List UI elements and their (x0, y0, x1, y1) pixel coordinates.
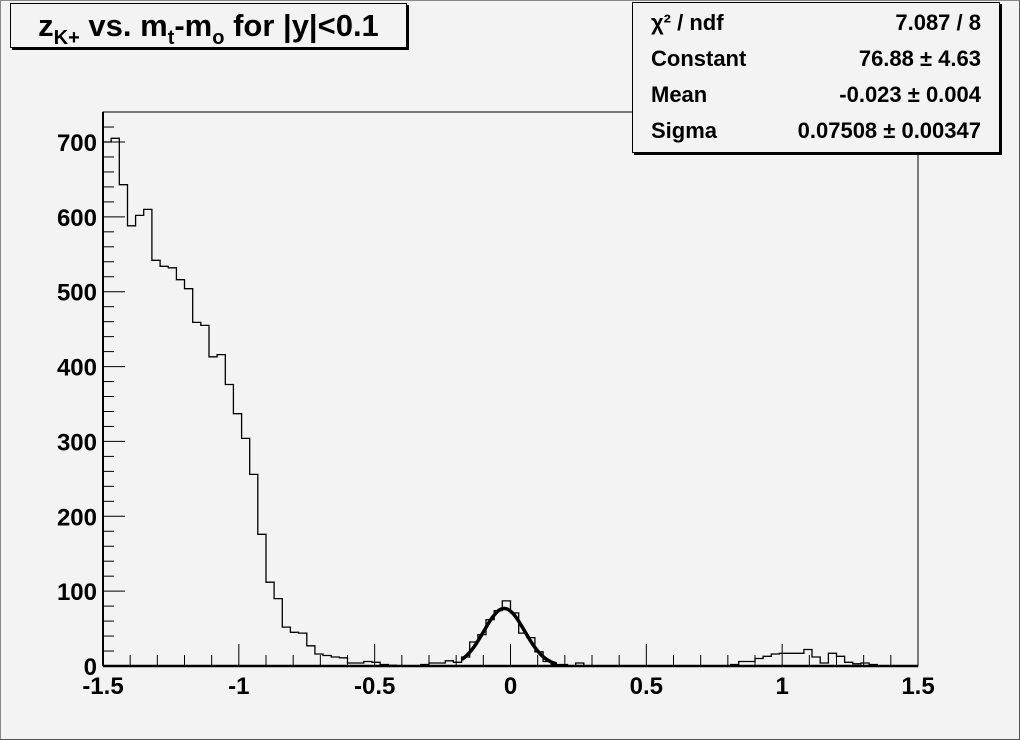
histogram-bin (274, 599, 282, 666)
histogram-bin (519, 633, 527, 666)
histogram-bin (315, 654, 323, 666)
histogram-bin (266, 582, 274, 666)
x-tick-label: -0.5 (354, 673, 395, 700)
x-tick-label: 0.5 (630, 673, 663, 700)
histogram-bin (225, 385, 233, 666)
histogram-bin (837, 656, 845, 666)
title-sub-o: o (212, 27, 225, 49)
x-tick-label: 1.5 (901, 673, 934, 700)
stat-row-sigma: Sigma 0.07508 ± 0.00347 (633, 113, 999, 149)
stat-label: Mean (651, 82, 708, 107)
histogram-bin (176, 280, 184, 666)
title-mid2: -m (174, 8, 213, 43)
histogram-bin (103, 142, 111, 666)
chart-title: zK+ vs. mt-mo for |y|<0.1 (10, 3, 407, 48)
histogram-bin (779, 653, 787, 666)
x-tick-label: 1 (775, 673, 788, 700)
stat-label: Sigma (651, 118, 718, 143)
y-tick-label: 100 (57, 579, 97, 606)
histogram-bin (812, 657, 820, 666)
title-base: z (38, 8, 54, 43)
histogram-bin (299, 633, 307, 666)
histogram-bin (136, 215, 144, 666)
histogram-bin (119, 185, 127, 666)
y-tick-label: 600 (57, 205, 97, 232)
histogram-bin (258, 534, 266, 666)
histogram-bin (209, 357, 217, 666)
histogram-bin (160, 266, 168, 666)
title-mid: vs. m (79, 8, 168, 43)
histogram-bin (250, 474, 258, 666)
histogram-bin (185, 289, 193, 666)
stat-label: χ² / ndf (651, 10, 724, 35)
y-tick-label: 400 (57, 355, 97, 382)
y-tick-label: 300 (57, 429, 97, 456)
x-tick-label: 0 (504, 673, 517, 700)
histogram-bin (282, 627, 290, 666)
histogram-bin (168, 268, 176, 666)
histogram-bin (201, 325, 209, 666)
histogram-bin (331, 657, 339, 666)
histogram-bin (111, 138, 119, 666)
stat-value: -0.023 ± 0.004 (839, 82, 981, 107)
histogram-bin (771, 654, 779, 666)
histogram-bin (788, 653, 796, 666)
stat-label: Constant (651, 46, 747, 71)
y-tick-label: 0 (84, 654, 97, 681)
histogram-bin (828, 653, 836, 666)
histogram-bin (804, 650, 812, 666)
gaussian-fit-curve (460, 606, 558, 666)
histogram-bin (290, 632, 298, 666)
stat-row-mean: Mean -0.023 ± 0.004 (633, 77, 999, 113)
histogram-bin (323, 656, 331, 666)
histogram-bin (127, 226, 135, 666)
histogram-bin (307, 646, 315, 666)
fit-stats-box: χ² / ndf 7.087 / 8 Constant 76.88 ± 4.63 M… (632, 2, 1000, 153)
stat-row-constant: Constant 76.88 ± 4.63 (633, 41, 999, 77)
histogram-bin (144, 209, 152, 666)
histogram-bin (217, 355, 225, 666)
y-tick-label: 500 (57, 280, 97, 307)
title-sub-k: K+ (53, 27, 80, 49)
y-tick-label: 700 (57, 130, 97, 157)
histogram-bin (233, 414, 241, 666)
y-tick-label: 200 (57, 504, 97, 531)
stat-row-chi2: χ² / ndf 7.087 / 8 (633, 5, 999, 41)
histogram-bin (152, 260, 160, 666)
title-sub-t: t (167, 27, 175, 49)
title-tail: for |y|<0.1 (224, 8, 379, 43)
histogram-bin (193, 322, 201, 666)
stat-value: 7.087 / 8 (895, 10, 981, 35)
stat-value: 0.07508 ± 0.00347 (797, 118, 981, 143)
histogram-bin (494, 611, 502, 666)
histogram-bin (763, 656, 771, 666)
histogram-bin (242, 438, 250, 666)
histogram-bin (796, 653, 804, 666)
x-tick-label: -1 (228, 673, 249, 700)
x-tick-label: -1.5 (82, 673, 123, 700)
stat-value: 76.88 ± 4.63 (858, 46, 981, 71)
